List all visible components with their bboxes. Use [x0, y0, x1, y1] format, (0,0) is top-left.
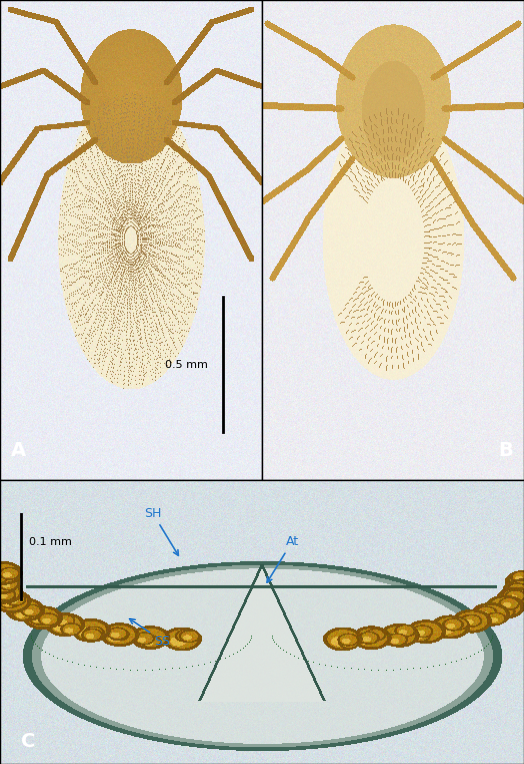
Text: SH: SH — [144, 507, 178, 555]
Text: 0.5 mm: 0.5 mm — [165, 360, 208, 370]
Text: SS: SS — [129, 619, 171, 648]
Text: C: C — [21, 732, 35, 751]
Text: 0.1 mm: 0.1 mm — [29, 537, 72, 547]
Text: B: B — [498, 441, 512, 460]
Text: At: At — [267, 535, 299, 582]
Text: A: A — [10, 441, 26, 460]
